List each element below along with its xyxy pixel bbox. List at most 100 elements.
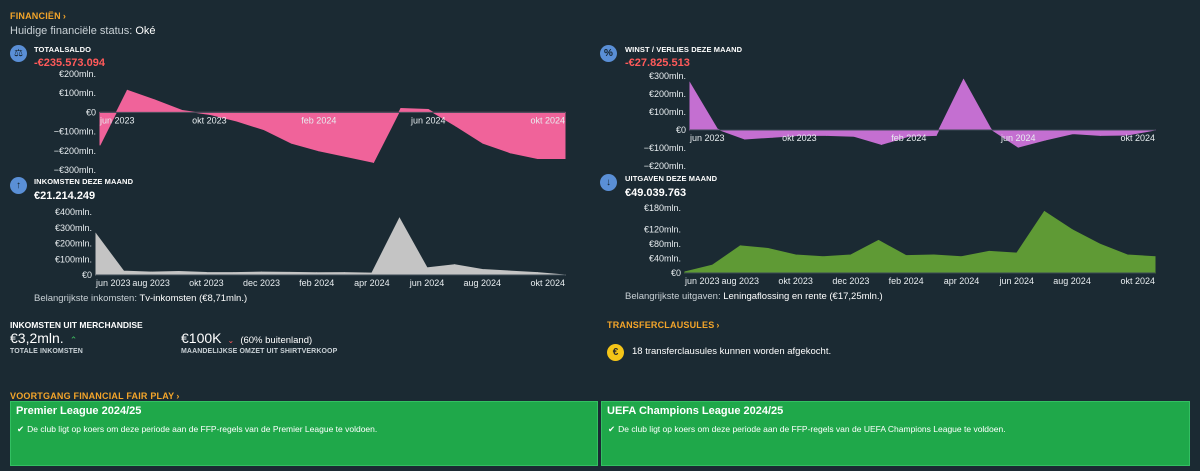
x-tick-label: aug 2024 [463, 278, 501, 288]
merchandise-title: INKOMSTEN UIT MERCHANDISE [10, 320, 143, 330]
y-tick-label: €400mln. [55, 207, 92, 217]
data-point [905, 255, 907, 257]
data-point [933, 254, 935, 256]
data-point [1043, 211, 1045, 213]
total-balance-title: TOTAALSALDO [34, 45, 92, 54]
data-point [398, 217, 400, 219]
data-point [509, 270, 511, 272]
x-tick-label: apr 2024 [354, 278, 390, 288]
data-point [684, 271, 686, 273]
percent-icon: % [600, 45, 617, 62]
data-point [181, 109, 183, 111]
finances-section-link[interactable]: FINANCIËN › [10, 11, 66, 21]
data-point [963, 79, 965, 81]
y-tick-label: €200mln. [55, 239, 92, 249]
expenses-footnote-value: Leningaflossing en rente (€17,25mln.) [723, 291, 883, 302]
ffp-section-link[interactable]: VOORTGANG FINANCIAL FAIR PLAY › [10, 391, 180, 401]
x-tick-label: okt 2023 [192, 115, 227, 125]
balance-scale-icon: ⚖ [10, 45, 27, 62]
data-point [689, 82, 691, 84]
data-point [205, 271, 207, 273]
x-tick-label: okt 2024 [530, 278, 565, 288]
data-point [99, 144, 101, 146]
ffp-competition-name: UEFA Champions League 2024/25 [607, 405, 784, 417]
x-tick-label: jun 2024 [1000, 133, 1036, 143]
income-value: €21.214.249 [34, 190, 96, 202]
data-point [1072, 133, 1074, 135]
x-tick-label: apr 2024 [944, 276, 980, 286]
data-point [316, 272, 318, 274]
ffp-competition-name: Premier League 2024/25 [16, 405, 142, 417]
income-footnote-value: Tv-inkomsten (€8,71mln.) [139, 293, 248, 304]
x-tick-label: dec 2023 [832, 276, 869, 286]
ffp-status: ✔ De club ligt op koers om deze periode a… [608, 424, 1189, 435]
x-tick-label: okt 2023 [189, 278, 224, 288]
status-label: Huidige financiële status: [10, 25, 133, 37]
x-tick-label: feb 2024 [301, 115, 336, 125]
status-value: Oké [135, 25, 156, 37]
data-point [427, 109, 429, 111]
transfer-clauses-link[interactable]: TRANSFERCLAUSULES › [607, 320, 720, 330]
y-tick-label: €300mln. [649, 71, 686, 81]
data-point [178, 271, 180, 273]
data-point [716, 128, 718, 130]
data-point [343, 272, 345, 274]
chevron-right-icon: › [62, 11, 67, 21]
data-point [236, 120, 238, 122]
financial-status: Huidige financiële status: Oké [10, 25, 156, 37]
ffp-box-premier-league: Premier League 2024/25 ✔ De club ligt op … [10, 401, 598, 466]
x-tick-label: dec 2023 [243, 278, 280, 288]
data-point [822, 256, 824, 258]
data-point [290, 142, 292, 144]
data-point [150, 271, 152, 273]
x-tick-label: okt 2023 [778, 276, 813, 286]
data-point [826, 134, 828, 136]
y-tick-label: €0 [86, 107, 96, 117]
expenses-title: UITGAVEN DEZE MAAND [625, 174, 718, 183]
arrow-up-icon: ↑ [10, 177, 27, 194]
y-tick-label: €0 [676, 125, 686, 135]
total-balance-chart: €200mln. €100mln. €0 −€100mln. −€200mln. −€30… [54, 70, 566, 175]
ffp-status-text: De club ligt op koers om deze periode aa… [618, 424, 1006, 434]
checkmark-icon: ✔ [608, 424, 616, 434]
data-point [455, 125, 457, 127]
area-series [95, 217, 566, 276]
data-point [880, 143, 882, 145]
data-point [1127, 134, 1129, 136]
data-point [1099, 243, 1101, 245]
y-tick-label: −€200mln. [54, 146, 96, 156]
y-tick-label: €100mln. [59, 88, 96, 98]
y-tick-label: −€100mln. [644, 143, 686, 153]
x-tick-label: jun 2024 [998, 276, 1034, 286]
x-tick-label: feb 2024 [299, 278, 334, 288]
data-point [712, 264, 714, 266]
x-tick-label: jun 2023 [684, 276, 720, 286]
data-point [1045, 139, 1047, 141]
y-tick-label: €0 [82, 270, 92, 280]
merchandise-monthly: €100K ⌄ (60% buitenland) [181, 330, 312, 346]
data-point [123, 270, 125, 272]
profit-loss-chart: €300mln. €200mln. €100mln. €0 −€100mln. −€200… [644, 71, 1156, 171]
y-tick-label: €120mln. [644, 225, 681, 235]
data-point [426, 267, 428, 269]
x-tick-label: aug 2024 [1053, 276, 1091, 286]
euro-coin-icon: € [607, 344, 624, 361]
merchandise-monthly-note: (60% buitenland) [240, 335, 313, 346]
income-footnote-label: Belangrijkste inkomsten: [34, 293, 137, 304]
y-tick-label: −€300mln. [54, 165, 96, 175]
trend-down-icon: ⌄ [227, 336, 235, 345]
data-point [1017, 146, 1019, 148]
transfer-clauses-text: 18 transferclausules kunnen worden afgek… [632, 346, 832, 357]
x-tick-label: jun 2024 [409, 278, 445, 288]
x-tick-label: okt 2023 [782, 133, 817, 143]
data-point [1016, 252, 1018, 254]
trend-up-icon: ⌃ [69, 335, 78, 345]
data-point [988, 250, 990, 252]
income-title: INKOMSTEN DEZE MAAND [34, 177, 134, 186]
data-point [371, 272, 373, 274]
data-point [960, 256, 962, 258]
data-point [288, 271, 290, 273]
data-point [878, 240, 880, 241]
data-point [261, 271, 263, 273]
